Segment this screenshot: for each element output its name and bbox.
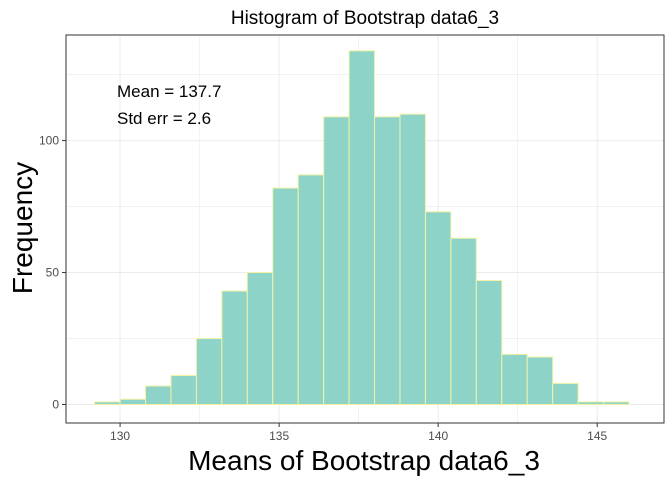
histogram-bar <box>450 237 477 406</box>
histogram-bar <box>323 116 350 406</box>
histogram-bar <box>246 272 274 406</box>
histogram-bar <box>475 279 503 406</box>
histogram-bar <box>399 113 426 406</box>
histogram-bars <box>94 50 630 406</box>
x-tick-label: 130 <box>110 429 130 443</box>
annotation-mean: Mean = 137.7 <box>117 82 221 101</box>
histogram-bar <box>195 338 223 406</box>
histogram-bar <box>119 398 147 406</box>
plot-panel-border <box>65 34 665 424</box>
chart-title: Histogram of Bootstrap data6_3 <box>231 8 499 29</box>
histogram-bar <box>170 374 197 406</box>
x-axis-ticks: 130 135 140 145 <box>110 423 608 443</box>
y-tick-label: 0 <box>52 398 59 412</box>
histogram-bar <box>348 50 376 406</box>
histogram-bar <box>577 401 605 406</box>
histogram-bar <box>424 211 452 406</box>
y-axis-ticks: 0 50 100 <box>39 134 66 412</box>
histogram-bar <box>501 353 528 406</box>
histogram-bar <box>94 401 121 406</box>
annotation-std-err: Std err = 2.6 <box>117 109 211 128</box>
x-tick-label: 145 <box>587 429 607 443</box>
histogram-bar <box>297 174 325 406</box>
histogram-bar <box>145 385 172 406</box>
x-axis-label: Means of Bootstrap data6_3 <box>188 445 540 476</box>
x-tick-label: 135 <box>269 429 289 443</box>
histogram-bar <box>552 382 579 406</box>
histogram-bar <box>272 187 299 406</box>
x-tick-label: 140 <box>428 429 448 443</box>
y-tick-label: 100 <box>39 134 59 148</box>
y-axis-label: Frequency <box>7 162 38 294</box>
y-tick-label: 50 <box>46 266 60 280</box>
histogram-bar <box>221 290 248 406</box>
histogram-bar <box>374 116 401 406</box>
histogram-bar <box>603 401 630 406</box>
histogram-bar <box>526 356 554 406</box>
